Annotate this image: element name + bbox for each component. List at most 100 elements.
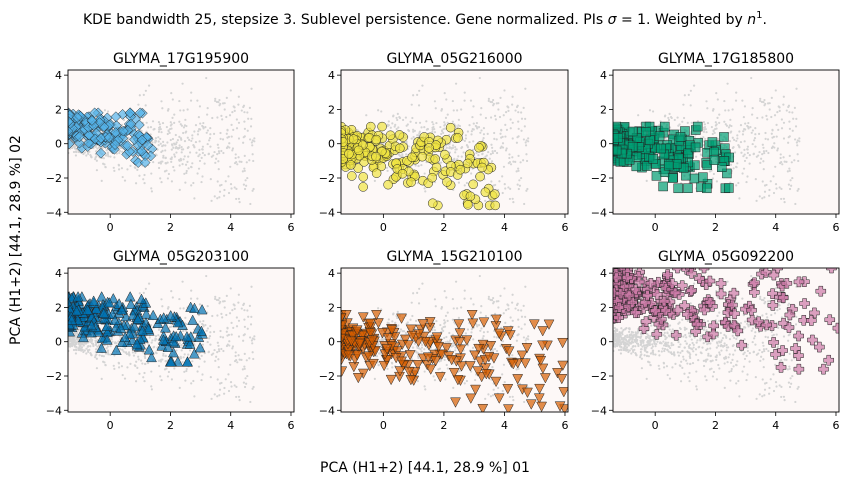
background-point <box>515 105 519 109</box>
background-point <box>482 126 486 130</box>
background-point <box>412 130 415 133</box>
background-point <box>88 348 91 351</box>
background-point <box>520 117 524 120</box>
background-point <box>178 342 181 345</box>
subplot-title: GLYMA_17G185800 <box>658 51 794 67</box>
background-point <box>480 129 483 132</box>
background-point <box>401 153 404 156</box>
background-point <box>216 350 219 354</box>
background-point <box>411 314 414 318</box>
background-point <box>507 186 510 189</box>
background-point <box>673 118 676 122</box>
background-point <box>463 184 466 187</box>
background-point <box>440 109 443 112</box>
background-point <box>410 137 413 140</box>
background-point <box>74 343 78 346</box>
data-point <box>194 342 206 353</box>
background-point <box>782 197 786 200</box>
background-point <box>731 136 734 139</box>
background-point <box>89 154 92 157</box>
x-tick-label: 4 <box>227 221 234 234</box>
background-point <box>520 327 523 330</box>
background-point <box>111 340 114 343</box>
background-point <box>107 155 110 158</box>
background-point <box>170 325 173 328</box>
data-point <box>702 160 712 170</box>
background-point <box>774 165 777 168</box>
background-point <box>142 178 145 181</box>
background-point <box>751 107 754 110</box>
background-point <box>235 316 238 319</box>
background-point <box>233 106 236 109</box>
background-point <box>739 123 743 127</box>
background-point <box>216 116 219 119</box>
data-point <box>690 142 701 153</box>
background-point <box>746 175 749 178</box>
background-point <box>441 130 444 133</box>
background-point <box>85 352 88 355</box>
data-point <box>440 149 450 160</box>
background-point <box>486 330 489 333</box>
background-point <box>503 287 506 290</box>
background-point <box>524 117 527 120</box>
background-point <box>743 140 746 143</box>
background-point <box>146 361 150 365</box>
background-point <box>171 98 174 101</box>
background-point <box>200 354 203 357</box>
background-point <box>473 378 477 382</box>
background-point <box>234 354 237 358</box>
background-point <box>511 156 514 159</box>
figure-title: KDE bandwidth 25, stepsize 3. Sublevel p… <box>83 10 767 28</box>
background-point <box>470 130 473 133</box>
background-point <box>509 163 513 166</box>
background-point <box>143 173 146 177</box>
background-point <box>752 152 755 155</box>
data-point <box>365 121 376 132</box>
background-point <box>460 145 464 149</box>
background-point <box>72 348 76 352</box>
background-point <box>242 339 245 342</box>
background-point <box>498 180 501 183</box>
background-point <box>514 160 517 163</box>
data-point <box>78 331 89 343</box>
background-point <box>216 143 219 146</box>
x-tick-label: 4 <box>227 419 234 432</box>
background-point <box>380 110 383 113</box>
background-point <box>227 389 231 393</box>
background-point <box>138 292 141 295</box>
data-point <box>167 336 179 347</box>
background-point <box>780 161 783 164</box>
data-point <box>196 304 208 315</box>
background-point <box>170 180 174 183</box>
background-point <box>495 349 499 353</box>
background-point <box>80 343 83 346</box>
data-point <box>663 160 674 171</box>
background-point <box>154 351 157 354</box>
background-point <box>421 84 424 87</box>
background-point <box>197 167 201 170</box>
background-point <box>741 172 744 175</box>
background-point <box>76 333 79 336</box>
background-point <box>788 154 791 157</box>
background-point <box>435 121 438 125</box>
background-point <box>416 291 419 295</box>
data-point <box>103 132 115 143</box>
background-point <box>209 324 212 328</box>
background-point <box>786 170 789 173</box>
background-point <box>456 109 459 112</box>
background-point <box>179 137 183 140</box>
background-point <box>137 103 140 106</box>
background-point <box>203 352 206 355</box>
background-point <box>135 360 138 363</box>
background-point <box>472 128 475 131</box>
background-point <box>739 140 743 144</box>
y-tick-label: −2 <box>46 370 62 383</box>
background-point <box>485 154 488 157</box>
background-point <box>788 169 791 172</box>
background-point <box>682 103 685 106</box>
background-point <box>417 134 421 137</box>
background-point <box>226 145 229 148</box>
background-point <box>511 395 514 398</box>
background-point <box>509 118 512 121</box>
background-point <box>443 92 446 95</box>
